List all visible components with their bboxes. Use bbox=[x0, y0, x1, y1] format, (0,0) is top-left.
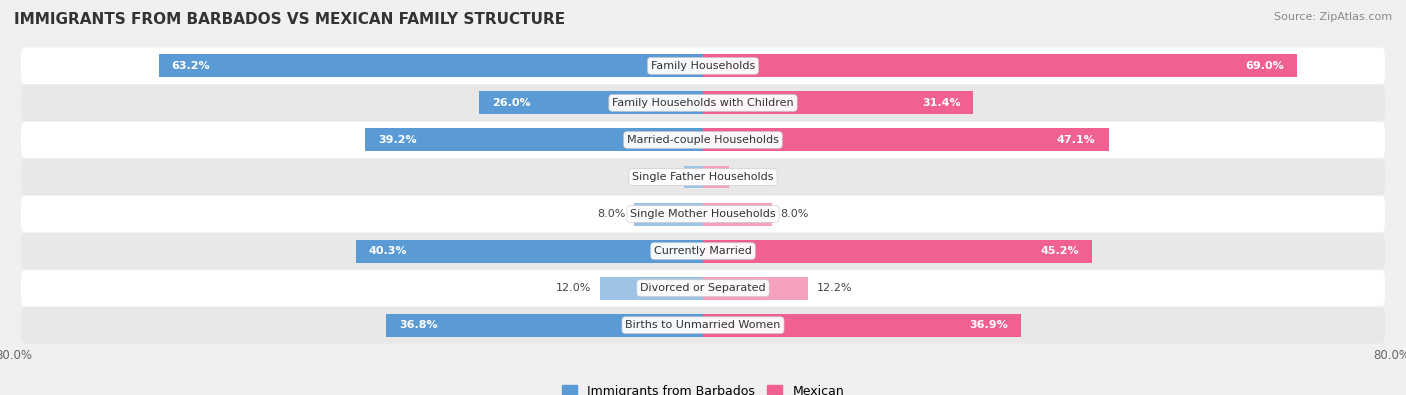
Text: 39.2%: 39.2% bbox=[378, 135, 418, 145]
Text: 26.0%: 26.0% bbox=[492, 98, 530, 108]
FancyBboxPatch shape bbox=[21, 85, 1385, 121]
Text: 63.2%: 63.2% bbox=[172, 61, 211, 71]
Text: Births to Unmarried Women: Births to Unmarried Women bbox=[626, 320, 780, 330]
Bar bbox=[387, 314, 703, 337]
Legend: Immigrants from Barbados, Mexican: Immigrants from Barbados, Mexican bbox=[557, 380, 849, 395]
Bar bbox=[703, 203, 772, 226]
Text: 40.3%: 40.3% bbox=[368, 246, 408, 256]
Bar bbox=[356, 240, 703, 263]
Text: Family Households: Family Households bbox=[651, 61, 755, 71]
Bar bbox=[599, 276, 703, 299]
Bar bbox=[479, 92, 703, 115]
Bar bbox=[703, 55, 1298, 77]
Text: 31.4%: 31.4% bbox=[922, 98, 960, 108]
Bar bbox=[634, 203, 703, 226]
Text: 3.0%: 3.0% bbox=[738, 172, 766, 182]
Text: Family Households with Children: Family Households with Children bbox=[612, 98, 794, 108]
Text: 36.9%: 36.9% bbox=[969, 320, 1008, 330]
Bar bbox=[703, 128, 1108, 151]
Text: Currently Married: Currently Married bbox=[654, 246, 752, 256]
FancyBboxPatch shape bbox=[21, 270, 1385, 307]
Text: 36.8%: 36.8% bbox=[399, 320, 437, 330]
Bar bbox=[703, 92, 973, 115]
Bar bbox=[703, 166, 728, 188]
Text: 45.2%: 45.2% bbox=[1040, 246, 1080, 256]
Text: Single Mother Households: Single Mother Households bbox=[630, 209, 776, 219]
Text: 47.1%: 47.1% bbox=[1057, 135, 1095, 145]
Text: Divorced or Separated: Divorced or Separated bbox=[640, 283, 766, 293]
Bar bbox=[159, 55, 703, 77]
FancyBboxPatch shape bbox=[21, 307, 1385, 344]
Bar bbox=[685, 166, 703, 188]
Text: Married-couple Households: Married-couple Households bbox=[627, 135, 779, 145]
Text: 8.0%: 8.0% bbox=[598, 209, 626, 219]
Text: Source: ZipAtlas.com: Source: ZipAtlas.com bbox=[1274, 12, 1392, 22]
Bar bbox=[703, 314, 1021, 337]
Text: IMMIGRANTS FROM BARBADOS VS MEXICAN FAMILY STRUCTURE: IMMIGRANTS FROM BARBADOS VS MEXICAN FAMI… bbox=[14, 12, 565, 27]
Text: 12.2%: 12.2% bbox=[817, 283, 852, 293]
Bar bbox=[703, 240, 1092, 263]
Text: 8.0%: 8.0% bbox=[780, 209, 808, 219]
FancyBboxPatch shape bbox=[21, 196, 1385, 232]
FancyBboxPatch shape bbox=[21, 122, 1385, 158]
Text: 2.2%: 2.2% bbox=[647, 172, 675, 182]
Text: 12.0%: 12.0% bbox=[555, 283, 591, 293]
FancyBboxPatch shape bbox=[21, 233, 1385, 269]
Text: Single Father Households: Single Father Households bbox=[633, 172, 773, 182]
FancyBboxPatch shape bbox=[21, 159, 1385, 196]
Bar bbox=[703, 276, 808, 299]
Bar bbox=[366, 128, 703, 151]
Text: 69.0%: 69.0% bbox=[1246, 61, 1284, 71]
FancyBboxPatch shape bbox=[21, 47, 1385, 84]
